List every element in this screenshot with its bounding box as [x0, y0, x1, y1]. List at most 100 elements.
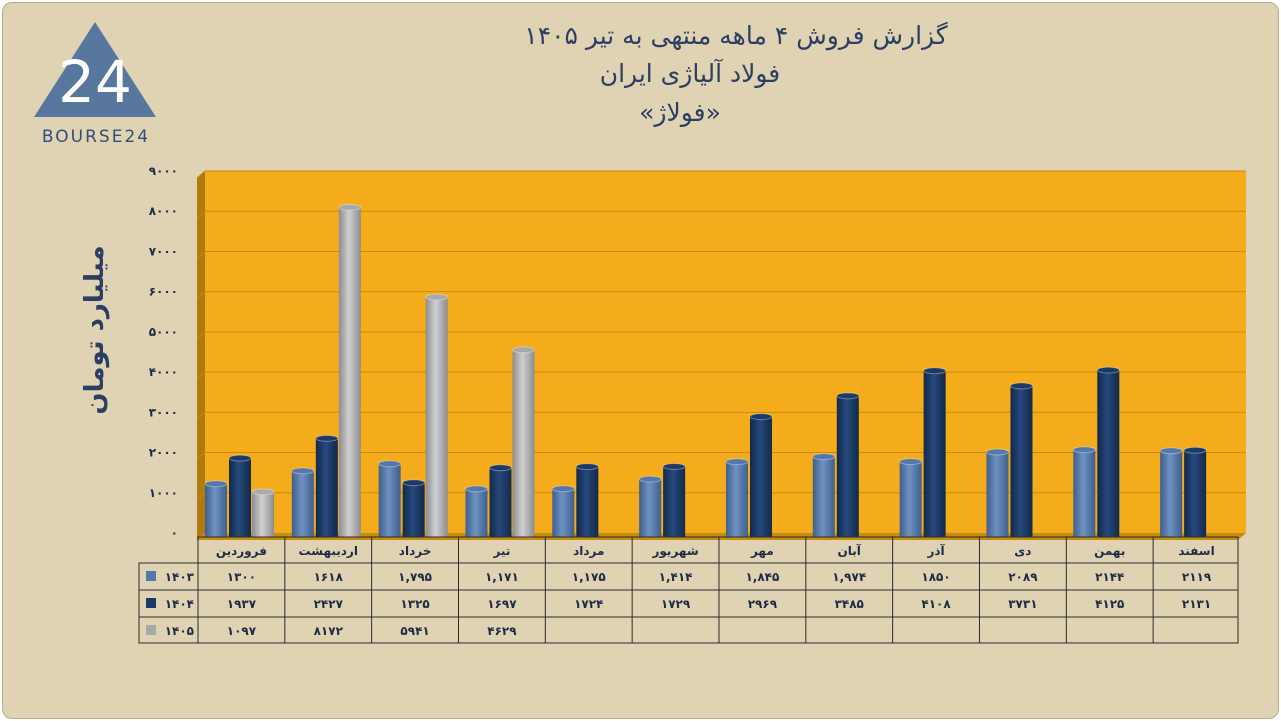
data-label: ۱۷۲۹ [661, 597, 691, 611]
chart-title-line1: گزارش فروش ۴ ماهه منتهی به تیر ۱۴۰۵ [524, 21, 948, 51]
bar-cap [985, 448, 1009, 456]
data-label: ۱,۴۱۴ [659, 570, 693, 584]
bar [923, 370, 946, 537]
bourse24-logo: 24 BOURSE24 [34, 22, 156, 147]
bar [425, 297, 448, 537]
gridlines [196, 170, 1246, 541]
bar [639, 479, 662, 537]
bar [899, 461, 922, 537]
chart-title-line2: فولاد آلیاژی ایران [600, 58, 781, 88]
data-label: ۱,۸۴۵ [745, 570, 779, 584]
bar [1160, 450, 1183, 537]
bar-cap [749, 413, 773, 421]
bar-cap [1072, 446, 1096, 454]
bar-cap [425, 293, 449, 301]
y-tick-label: ۸۰۰۰ [149, 204, 178, 218]
y-tick-label: ۳۰۰۰ [149, 405, 178, 419]
bar [725, 461, 748, 537]
bar-cap [551, 485, 575, 493]
gridline-side [196, 170, 206, 179]
data-label: ۳۷۳۱ [1008, 597, 1037, 611]
y-tick-label: ۴۰۰۰ [149, 365, 178, 379]
y-tick-label: ۲۰۰۰ [149, 446, 178, 460]
bar [229, 458, 251, 537]
data-table: فروردین ۱۳۰۰ ۱۹۳۷ ۱۰۹۷ اردیبهشت ۱۶۱۸ ۲۴۲۷ ۸۱۷۲ خ… [138, 536, 1239, 644]
bar-cap [575, 463, 599, 471]
bar-cap [662, 462, 686, 470]
data-label: ۱,۷۹۵ [398, 570, 432, 584]
bar [291, 470, 314, 537]
gridline-side [196, 251, 206, 259]
bar [465, 488, 488, 537]
y-axis-label: میلیارد تومان [80, 245, 110, 414]
bar [1073, 449, 1096, 537]
legend-label: ۱۴۰۵ [165, 624, 194, 638]
bar-cap [1096, 366, 1120, 374]
category-label: آذر [926, 543, 945, 558]
bar-cap [836, 392, 860, 400]
bar-cap [923, 367, 947, 375]
data-label: ۱,۱۷۵ [572, 570, 606, 584]
data-label: ۱,۱۷۱ [485, 570, 519, 584]
category-label: اردیبهشت [299, 544, 358, 558]
y-tick-label: ۹۰۰۰ [149, 164, 178, 178]
bar [663, 466, 686, 537]
logo-mark: 24 [58, 48, 132, 116]
data-label: ۱۷۲۴ [574, 597, 603, 611]
plot-side-wall [197, 171, 205, 540]
gridline-side [196, 331, 206, 340]
category-label: مهر [750, 544, 774, 558]
data-label: ۲۰۸۹ [1008, 570, 1038, 584]
bar-cap [251, 488, 275, 496]
bar-cap [812, 453, 836, 461]
category-label: شهریور [652, 544, 699, 559]
gridline-side [196, 452, 206, 460]
bar-cap [228, 454, 252, 462]
bar [1097, 370, 1120, 537]
legend-swatch [146, 598, 156, 608]
bar [489, 467, 512, 537]
bar [512, 349, 535, 537]
data-label: ۱۸۵۰ [921, 570, 950, 584]
data-label: ۳۴۸۵ [835, 597, 864, 611]
category-label: دی [1014, 544, 1031, 558]
bar [749, 416, 772, 537]
bar [338, 207, 361, 537]
bar-cap [291, 467, 315, 475]
bar-cap [338, 203, 362, 211]
bar [552, 488, 575, 537]
y-tick-label: ۵۰۰۰ [149, 325, 178, 339]
data-label: ۱۹۳۷ [227, 597, 257, 611]
data-label: ۴۱۰۸ [921, 597, 951, 611]
data-label: ۴۱۲۵ [1095, 597, 1124, 611]
category-label: خرداد [399, 544, 432, 558]
bar [986, 451, 1009, 537]
data-label: ۱,۹۷۴ [832, 570, 866, 584]
gridline-side [196, 210, 206, 219]
bar [1010, 385, 1033, 537]
gridline-side [196, 411, 206, 420]
legend-label: ۱۴۰۳ [165, 570, 195, 584]
bar [576, 466, 599, 537]
y-tick-label: ۱۰۰۰ [149, 486, 178, 500]
bar-cap [1009, 382, 1033, 390]
bar [1184, 450, 1207, 537]
bar-cap [638, 475, 662, 483]
data-label: ۱۶۱۸ [314, 570, 344, 584]
bars [204, 203, 1207, 537]
legend-swatch [146, 571, 156, 581]
bar [315, 438, 338, 537]
y-tick-label: ۷۰۰۰ [149, 244, 178, 258]
logo-text: BOURSE24 [42, 127, 150, 147]
gridline-side [196, 291, 206, 300]
bar-cap [402, 479, 426, 487]
data-label: ۴۶۲۹ [487, 624, 517, 638]
category-label: آبان [838, 543, 862, 558]
data-label: ۲۴۲۷ [314, 597, 344, 611]
legend-swatch [146, 625, 156, 635]
legend-label: ۱۴۰۴ [165, 597, 194, 611]
bar [812, 456, 835, 537]
chart-title-line3: «فولاژ» [639, 98, 721, 127]
category-label: تیر [492, 544, 510, 558]
bar-cap [899, 458, 923, 466]
